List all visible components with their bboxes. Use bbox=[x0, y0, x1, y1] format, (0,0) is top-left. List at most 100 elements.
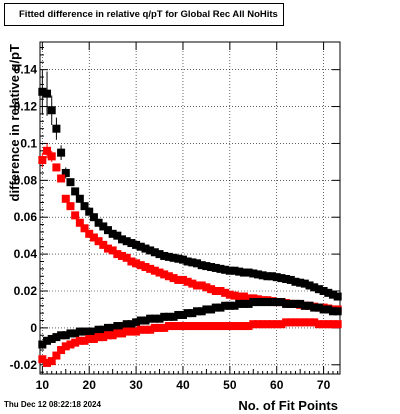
data-point-series-1 bbox=[305, 281, 314, 290]
data-point-series-4 bbox=[225, 322, 234, 331]
timestamp: Thu Dec 12 08:22:18 2024 bbox=[4, 400, 101, 409]
data-point-series-2 bbox=[141, 263, 150, 272]
data-point-series-2 bbox=[122, 253, 131, 262]
y-tick-label: 0.06 bbox=[14, 210, 38, 224]
data-point-series-4 bbox=[71, 338, 80, 347]
data-point-series-3 bbox=[146, 314, 155, 323]
data-point-series-2 bbox=[155, 268, 164, 277]
data-point-series-4 bbox=[221, 322, 230, 331]
data-point-series-2 bbox=[61, 194, 70, 203]
data-point-series-2 bbox=[127, 257, 136, 266]
data-point-series-3 bbox=[178, 310, 187, 319]
data-point-series-4 bbox=[155, 323, 164, 332]
data-point-series-3 bbox=[197, 307, 206, 316]
data-point-series-3 bbox=[94, 325, 103, 334]
data-point-series-3 bbox=[61, 331, 70, 340]
data-point-series-3 bbox=[221, 301, 230, 310]
data-point-series-1 bbox=[136, 242, 145, 251]
data-point-series-1 bbox=[155, 250, 164, 259]
data-point-series-2 bbox=[113, 250, 122, 259]
x-tick-label: 10 bbox=[36, 378, 50, 392]
data-point-series-3 bbox=[235, 299, 244, 308]
data-point-series-2 bbox=[230, 291, 239, 300]
data-point-series-4 bbox=[263, 320, 272, 329]
data-point-series-4 bbox=[43, 358, 52, 367]
data-point-series-3 bbox=[258, 298, 267, 307]
data-point-series-1 bbox=[174, 254, 183, 263]
data-point-series-1 bbox=[122, 237, 131, 246]
data-point-series-3 bbox=[38, 340, 47, 349]
data-point-series-4 bbox=[99, 333, 108, 342]
data-point-series-4 bbox=[197, 322, 206, 331]
data-point-series-2 bbox=[71, 211, 80, 220]
data-point-series-4 bbox=[207, 322, 216, 331]
y-tick-label: 0.04 bbox=[14, 247, 38, 261]
data-point-series-2 bbox=[160, 270, 169, 279]
data-point-series-3 bbox=[141, 316, 150, 325]
data-point-series-1 bbox=[150, 248, 159, 257]
data-point-series-3 bbox=[52, 333, 61, 342]
y-tick-label: 0.08 bbox=[14, 173, 38, 187]
data-point-series-4 bbox=[169, 322, 178, 331]
data-point-series-1 bbox=[282, 275, 291, 284]
data-point-series-4 bbox=[230, 322, 239, 331]
data-point-series-1 bbox=[132, 240, 141, 249]
data-point-series-1 bbox=[47, 106, 56, 115]
data-point-series-3 bbox=[300, 301, 309, 310]
data-point-series-3 bbox=[211, 303, 220, 312]
data-point-series-1 bbox=[310, 283, 319, 292]
data-point-series-3 bbox=[118, 322, 127, 331]
data-point-series-1 bbox=[202, 262, 211, 271]
data-point-series-4 bbox=[253, 320, 262, 329]
chart-title-box: Fitted difference in relative q/pT for G… bbox=[4, 3, 284, 26]
x-tick-label: 20 bbox=[83, 378, 97, 392]
y-tick-label: 0.14 bbox=[14, 63, 38, 77]
data-point-series-4 bbox=[160, 323, 169, 332]
data-point-series-2 bbox=[80, 224, 89, 233]
data-point-series-1 bbox=[71, 187, 80, 196]
data-point-series-1 bbox=[141, 244, 150, 253]
data-point-series-4 bbox=[268, 320, 277, 329]
data-point-series-2 bbox=[146, 264, 155, 273]
data-layer bbox=[38, 69, 342, 367]
data-point-series-3 bbox=[333, 307, 342, 316]
data-point-series-2 bbox=[193, 281, 202, 290]
data-point-series-3 bbox=[277, 298, 286, 307]
data-point-series-4 bbox=[305, 318, 314, 327]
data-point-series-3 bbox=[282, 299, 291, 308]
data-point-series-3 bbox=[253, 298, 262, 307]
data-point-series-4 bbox=[178, 322, 187, 331]
data-point-series-4 bbox=[141, 325, 150, 334]
data-point-series-4 bbox=[150, 323, 159, 332]
data-point-series-3 bbox=[160, 312, 169, 321]
data-point-series-1 bbox=[216, 264, 225, 273]
chart-title: Fitted difference in relative q/pT for G… bbox=[19, 9, 278, 20]
data-point-series-4 bbox=[89, 334, 98, 343]
data-point-series-4 bbox=[193, 322, 202, 331]
data-point-series-1 bbox=[193, 259, 202, 268]
data-point-series-4 bbox=[52, 351, 61, 360]
data-point-series-3 bbox=[113, 322, 122, 331]
data-point-series-1 bbox=[197, 261, 206, 270]
data-point-series-2 bbox=[164, 272, 173, 281]
data-point-series-1 bbox=[61, 168, 70, 177]
data-point-series-4 bbox=[174, 322, 183, 331]
data-point-series-1 bbox=[108, 229, 117, 238]
data-point-series-3 bbox=[296, 299, 305, 308]
data-point-series-1 bbox=[164, 252, 173, 261]
data-point-series-4 bbox=[300, 318, 309, 327]
data-point-series-3 bbox=[286, 299, 295, 308]
y-tick-label: 0 bbox=[30, 321, 37, 335]
data-point-series-1 bbox=[328, 290, 337, 299]
data-point-series-2 bbox=[174, 275, 183, 284]
data-point-series-3 bbox=[99, 325, 108, 334]
data-point-series-3 bbox=[291, 299, 300, 308]
data-point-series-3 bbox=[108, 323, 117, 332]
data-point-series-3 bbox=[75, 327, 84, 336]
data-point-series-2 bbox=[38, 156, 47, 165]
data-point-series-2 bbox=[235, 292, 244, 301]
data-point-series-1 bbox=[225, 266, 234, 275]
data-point-series-2 bbox=[47, 152, 56, 161]
data-point-series-3 bbox=[263, 298, 272, 307]
data-point-series-3 bbox=[207, 305, 216, 314]
